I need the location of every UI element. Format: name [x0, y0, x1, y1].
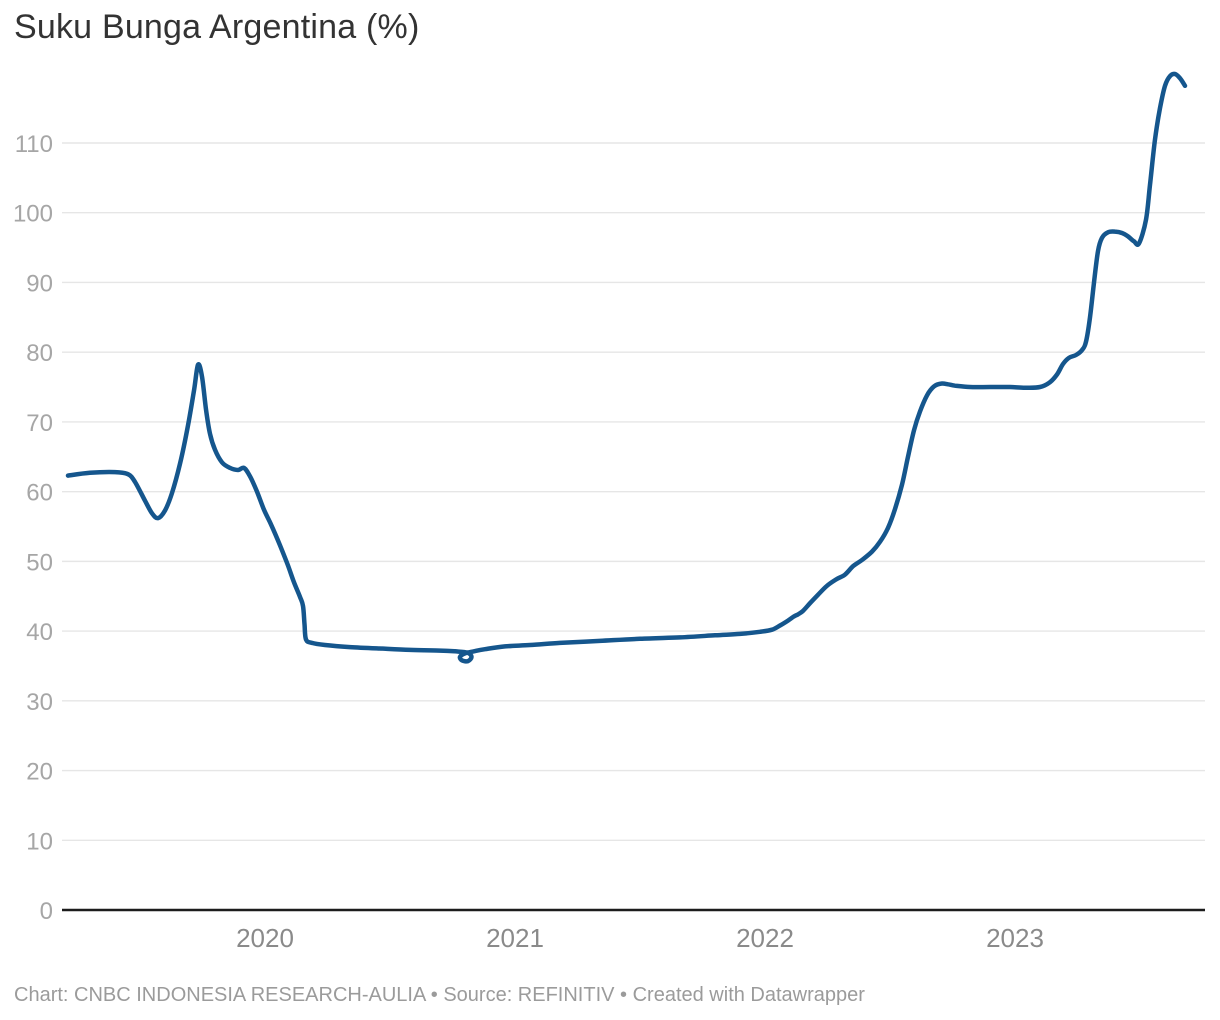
y-tick-label: 20 [26, 759, 53, 786]
y-tick-label: 30 [26, 689, 53, 716]
x-tick-label: 2023 [986, 923, 1044, 953]
x-tick-label: 2021 [486, 923, 544, 953]
x-tick-label: 2020 [236, 923, 294, 953]
y-tick-label: 80 [26, 340, 53, 367]
series-line-suku-bunga[interactable] [65, 71, 1188, 664]
y-tick-label: 50 [26, 549, 53, 576]
y-tick-label: 90 [26, 270, 53, 297]
x-tick-label: 2022 [736, 923, 794, 953]
y-tick-label: 40 [26, 619, 53, 646]
y-tick-label: 70 [26, 410, 53, 437]
y-tick-label: 60 [26, 480, 53, 507]
y-tick-label: 100 [13, 201, 53, 228]
y-tick-label: 10 [26, 828, 53, 855]
chart-footer-attribution: Chart: CNBC INDONESIA RESEARCH-AULIA • S… [14, 984, 865, 1006]
y-tick-label: 0 [40, 898, 53, 925]
chart-title: Suku Bunga Argentina (%) [14, 8, 420, 46]
y-tick-label: 110 [15, 131, 53, 158]
